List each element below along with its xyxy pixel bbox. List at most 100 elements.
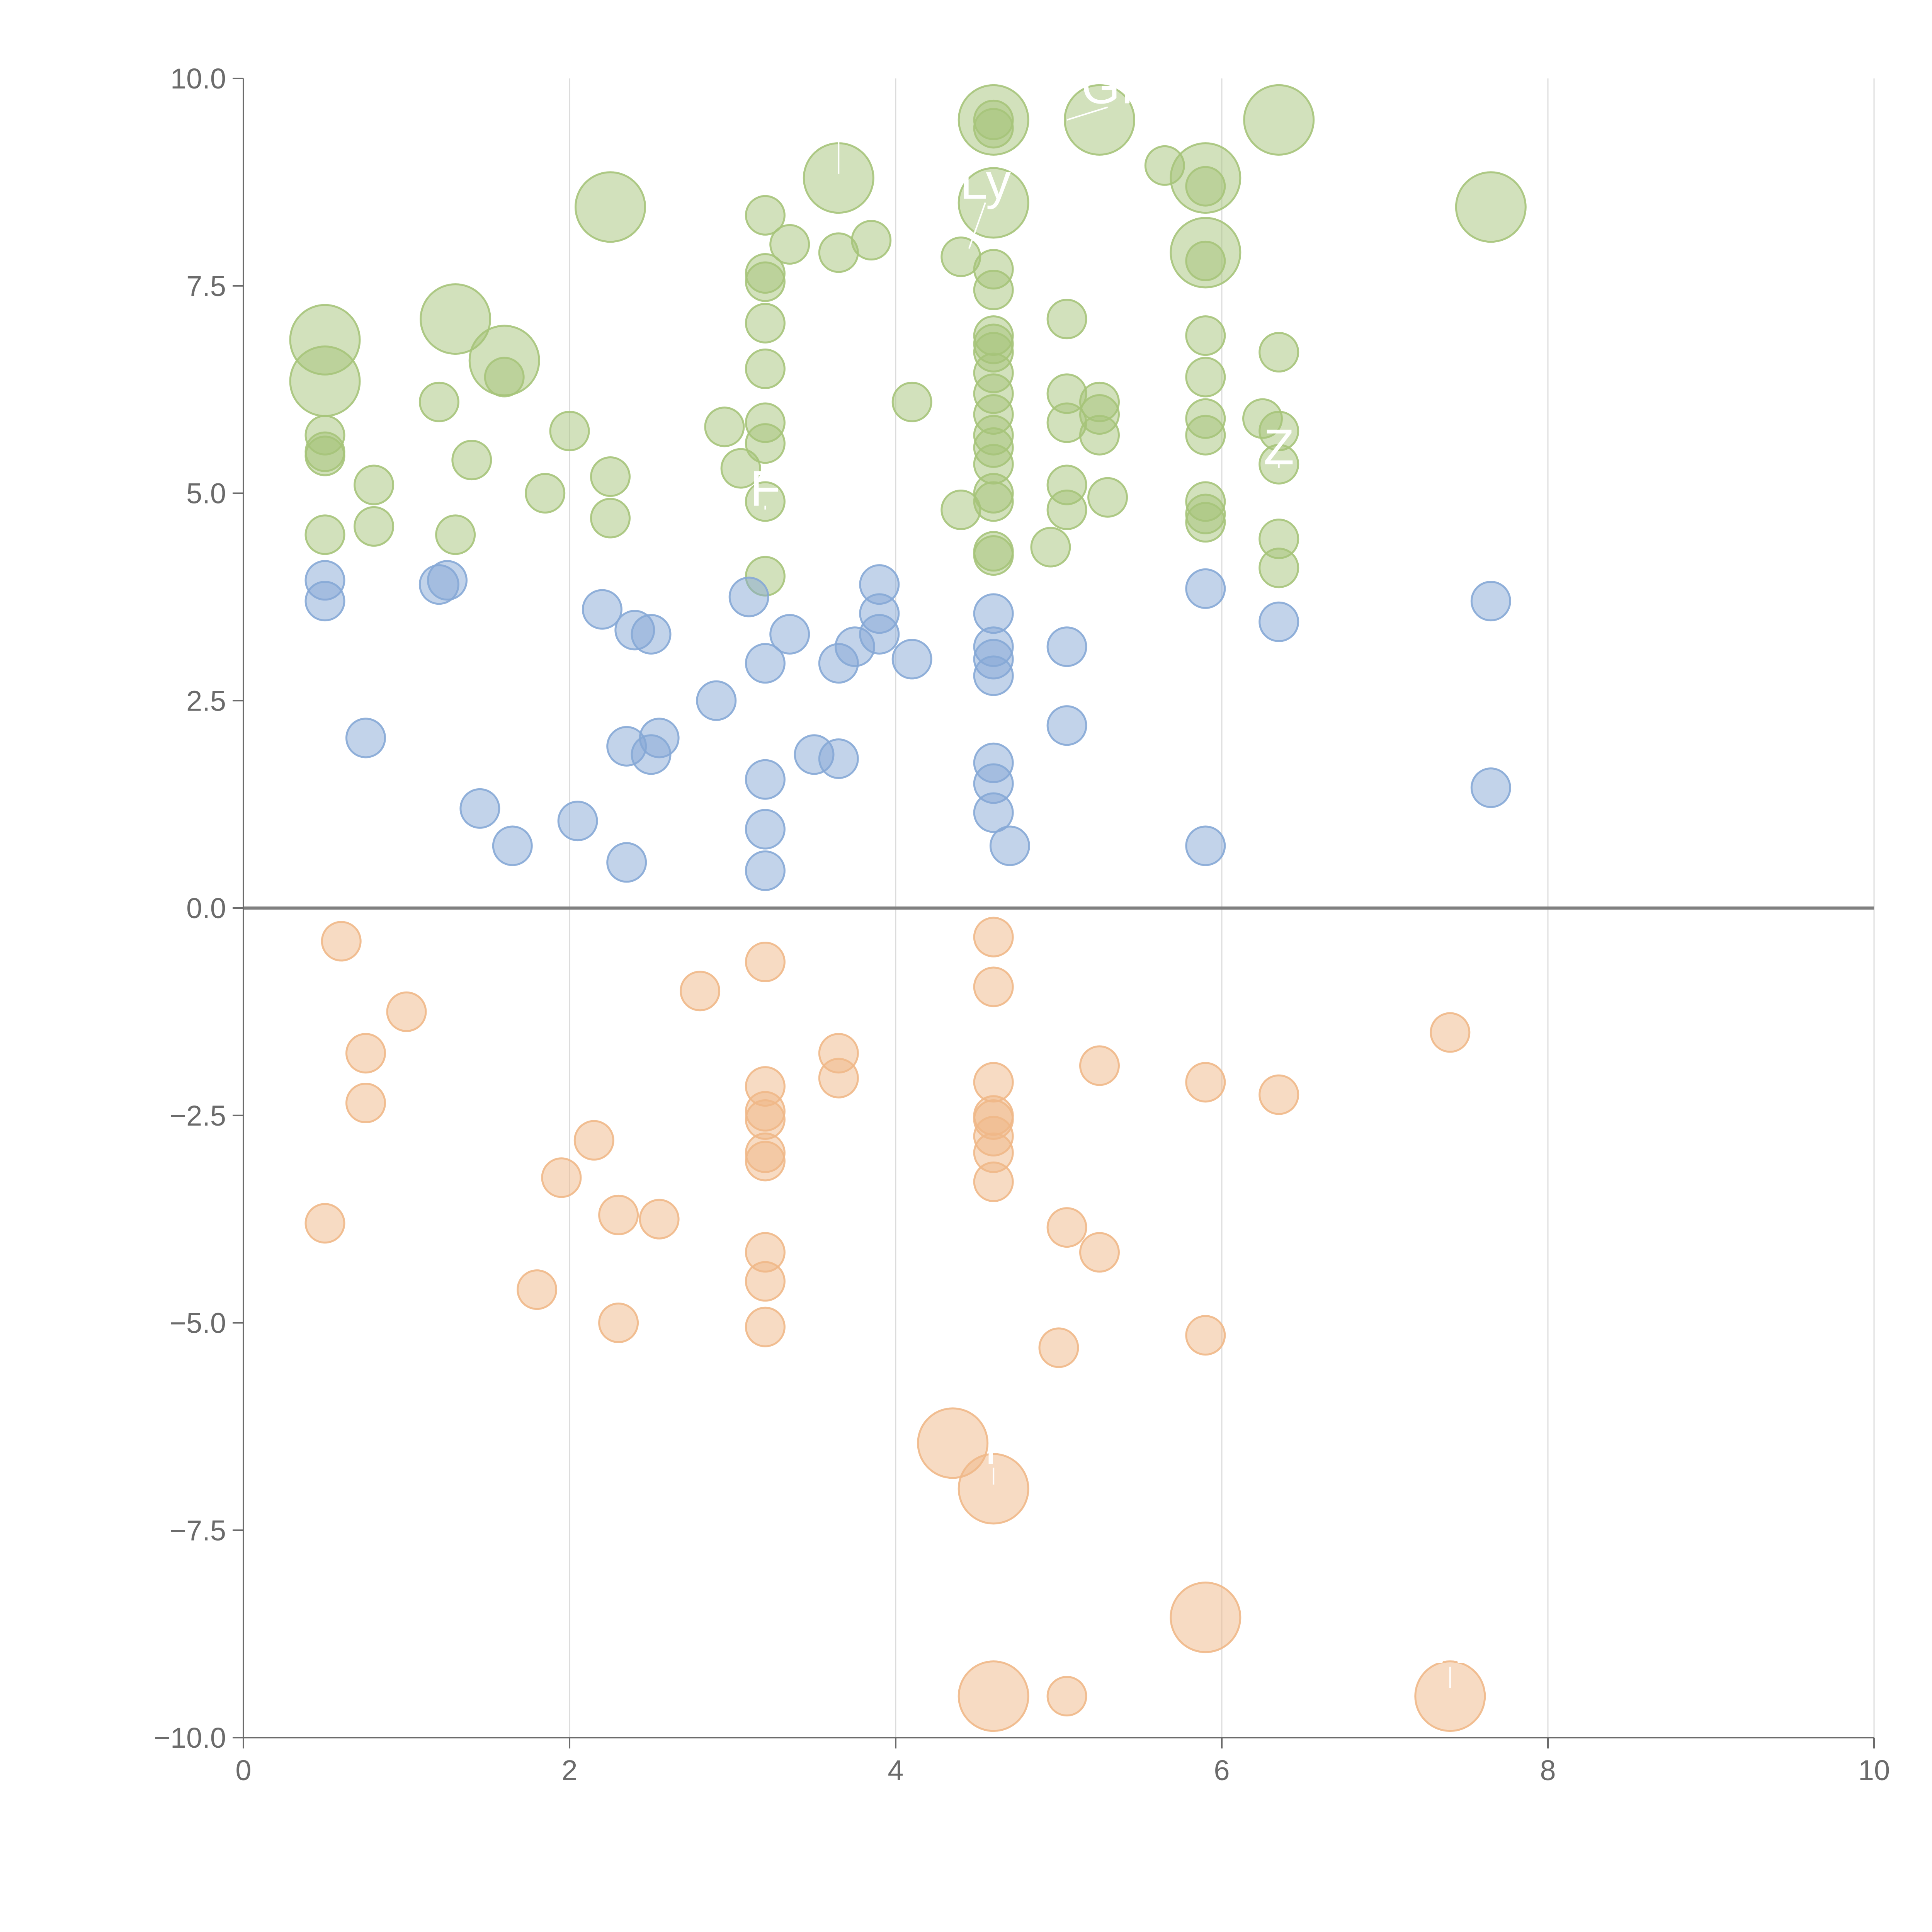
data-point [345,718,386,759]
axes-layer: −10.0 −7.5 −5.0 −2.5 0.0 2.5 5.0 7.5 10.0 0 2 4 6 8 10 [154,63,1890,1786]
data-point [573,1120,614,1161]
annotation-label: Ly [960,153,1011,209]
y-tick-label: 0.0 [186,892,226,924]
x-tick-label: 10 [1858,1754,1890,1786]
data-point [321,921,362,962]
data-point [598,1194,639,1235]
data-point [957,1453,1029,1525]
data-point [354,506,395,547]
data-point [973,481,1014,522]
data-point [1046,1207,1087,1248]
data-point [1087,477,1128,518]
data-point [1259,332,1299,373]
data-point [1185,502,1226,543]
data-point [289,345,361,417]
data-point [484,357,525,398]
data-point [1185,166,1226,207]
data-point [973,917,1014,957]
data-point [1170,1582,1242,1653]
data-point [354,464,395,505]
data-point [973,792,1014,833]
data-point [1046,299,1087,340]
annotation-leader [1066,106,1108,121]
data-point [891,381,932,422]
data-point [606,842,647,883]
y-tick-label: −5.0 [170,1307,226,1339]
data-point [525,473,566,514]
data-point [1079,1045,1120,1086]
y-tick-label: 10.0 [170,63,226,95]
data-point [728,577,769,617]
data-point [745,481,786,522]
data-point [704,406,745,447]
data-point [720,448,761,489]
data-point [1455,171,1527,243]
data-point [957,1660,1029,1732]
data-point [859,614,900,655]
y-tick-label: 2.5 [186,685,226,717]
data-point [1064,84,1135,156]
data-point [1430,1012,1471,1053]
data-point [345,1033,386,1074]
x-tick-label: 4 [888,1754,903,1786]
data-point [639,1199,680,1240]
data-point [973,655,1014,696]
x-tick-label: 8 [1540,1754,1556,1786]
data-point [304,1203,345,1244]
data-point [304,431,345,472]
data-point [304,581,345,622]
data-point [745,850,786,891]
data-point [418,381,459,422]
data-point [549,410,590,451]
data-point [590,456,631,497]
data-point [598,1303,639,1343]
data-point [973,966,1014,1007]
data-point [1079,415,1120,456]
y-tick-label: 7.5 [186,270,226,302]
labels-layer: GI Y Ly Z F Wr [750,58,1474,1688]
data-point [745,643,786,684]
data-point [420,283,492,355]
data-point [917,1407,989,1479]
data-point [1185,357,1226,398]
data-point [1079,1232,1120,1273]
data-point [745,759,786,800]
data-point [1185,825,1226,866]
data-point [459,788,500,829]
data-point [1185,415,1226,456]
data-point [541,1157,582,1198]
x-tick-label: 0 [235,1754,251,1786]
data-point [1470,767,1511,808]
annotation-label: F [750,460,781,517]
y-tick-label: −2.5 [170,1100,226,1132]
data-point [304,514,345,555]
data-point [745,809,786,850]
data-point [1185,1062,1226,1103]
data-point [1414,1660,1486,1732]
y-tick-label: −7.5 [170,1514,226,1546]
data-point [973,1162,1014,1202]
data-point [1259,601,1299,642]
data-point [1185,1315,1226,1356]
data-point [1046,489,1087,530]
data-point [1046,1676,1087,1717]
marks-layer [289,84,1527,1732]
data-point [1259,1074,1299,1115]
y-tick-label: −10.0 [154,1722,226,1754]
data-point [590,498,631,539]
data-point [745,261,786,302]
data-point [818,1058,859,1099]
data-point [386,991,427,1032]
data-point [492,825,533,866]
data-point [745,942,786,983]
data-point [989,825,1030,866]
data-point [1046,626,1087,667]
data-point [451,440,492,481]
data-point [680,971,721,1012]
x-tick-label: 2 [561,1754,577,1786]
data-point [745,195,786,236]
data-point [345,1083,386,1124]
annotation-label: W [1426,1617,1474,1674]
